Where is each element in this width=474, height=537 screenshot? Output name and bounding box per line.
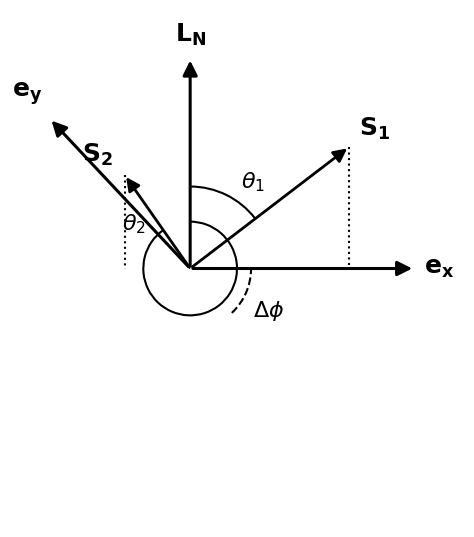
Text: $\mathbf{e_x}$: $\mathbf{e_x}$ xyxy=(424,257,455,280)
Text: $\theta_2$: $\theta_2$ xyxy=(122,212,146,236)
Text: $\mathbf{S_1}$: $\mathbf{S_1}$ xyxy=(359,116,390,142)
Text: $\mathbf{S_2}$: $\mathbf{S_2}$ xyxy=(82,142,113,168)
Text: $\mathbf{e_y}$: $\mathbf{e_y}$ xyxy=(12,80,43,107)
Text: $\Delta\phi$: $\Delta\phi$ xyxy=(254,299,284,323)
Text: $\theta_1$: $\theta_1$ xyxy=(241,170,265,194)
Text: $\mathbf{L_N}$: $\mathbf{L_N}$ xyxy=(174,22,206,48)
